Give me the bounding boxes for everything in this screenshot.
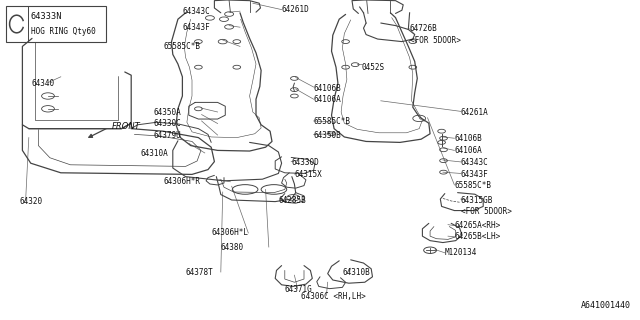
Text: 64333N: 64333N <box>31 12 62 21</box>
Text: 64106A: 64106A <box>314 95 341 104</box>
Text: 64265B<LH>: 64265B<LH> <box>454 232 500 241</box>
Text: 64378T: 64378T <box>186 268 213 277</box>
Text: <FOR 5DOOR>: <FOR 5DOOR> <box>461 207 511 216</box>
Text: 64343F: 64343F <box>461 170 488 179</box>
Text: 64726B: 64726B <box>410 24 437 33</box>
Text: 64343F: 64343F <box>182 23 210 32</box>
Text: 64261A: 64261A <box>461 108 488 116</box>
Text: 64371G: 64371G <box>285 285 312 294</box>
Text: <FOR 5DOOR>: <FOR 5DOOR> <box>410 36 460 44</box>
Text: 64320: 64320 <box>19 197 42 206</box>
Text: 64106A: 64106A <box>454 146 482 155</box>
Text: 65585C*B: 65585C*B <box>454 181 492 190</box>
Text: 65585C*B: 65585C*B <box>314 117 351 126</box>
Text: 0452S: 0452S <box>362 63 385 72</box>
Text: 64310A: 64310A <box>141 149 168 158</box>
Text: 64261D: 64261D <box>282 5 309 14</box>
Text: A641001440: A641001440 <box>580 301 630 310</box>
Text: 64265A<RH>: 64265A<RH> <box>454 221 500 230</box>
Text: HOG RING Qty60: HOG RING Qty60 <box>31 27 95 36</box>
Text: 64380: 64380 <box>221 244 244 252</box>
Text: 64106B: 64106B <box>454 134 482 143</box>
Text: 64330C: 64330C <box>154 119 181 128</box>
Text: 64343C: 64343C <box>182 7 210 16</box>
Text: 65585C*B: 65585C*B <box>163 42 200 51</box>
Text: 64285B: 64285B <box>278 196 306 204</box>
Text: 64306H*L: 64306H*L <box>211 228 248 237</box>
Text: 64306H*R: 64306H*R <box>163 177 200 186</box>
Text: 64330D: 64330D <box>291 158 319 167</box>
Bar <box>6 6 106 42</box>
Text: 64350A: 64350A <box>154 108 181 116</box>
Text: 64310B: 64310B <box>342 268 370 277</box>
Text: 64106B: 64106B <box>314 84 341 92</box>
Text: 64315X: 64315X <box>294 170 322 179</box>
Text: 64306C <RH,LH>: 64306C <RH,LH> <box>301 292 365 300</box>
Text: 64343C: 64343C <box>461 158 488 167</box>
Text: 64315GB: 64315GB <box>461 196 493 204</box>
Text: 64350B: 64350B <box>314 131 341 140</box>
Text: FRONT: FRONT <box>112 122 141 131</box>
Text: M120134: M120134 <box>445 248 477 257</box>
Text: 64379U: 64379U <box>154 131 181 140</box>
Text: 64340: 64340 <box>32 79 55 88</box>
